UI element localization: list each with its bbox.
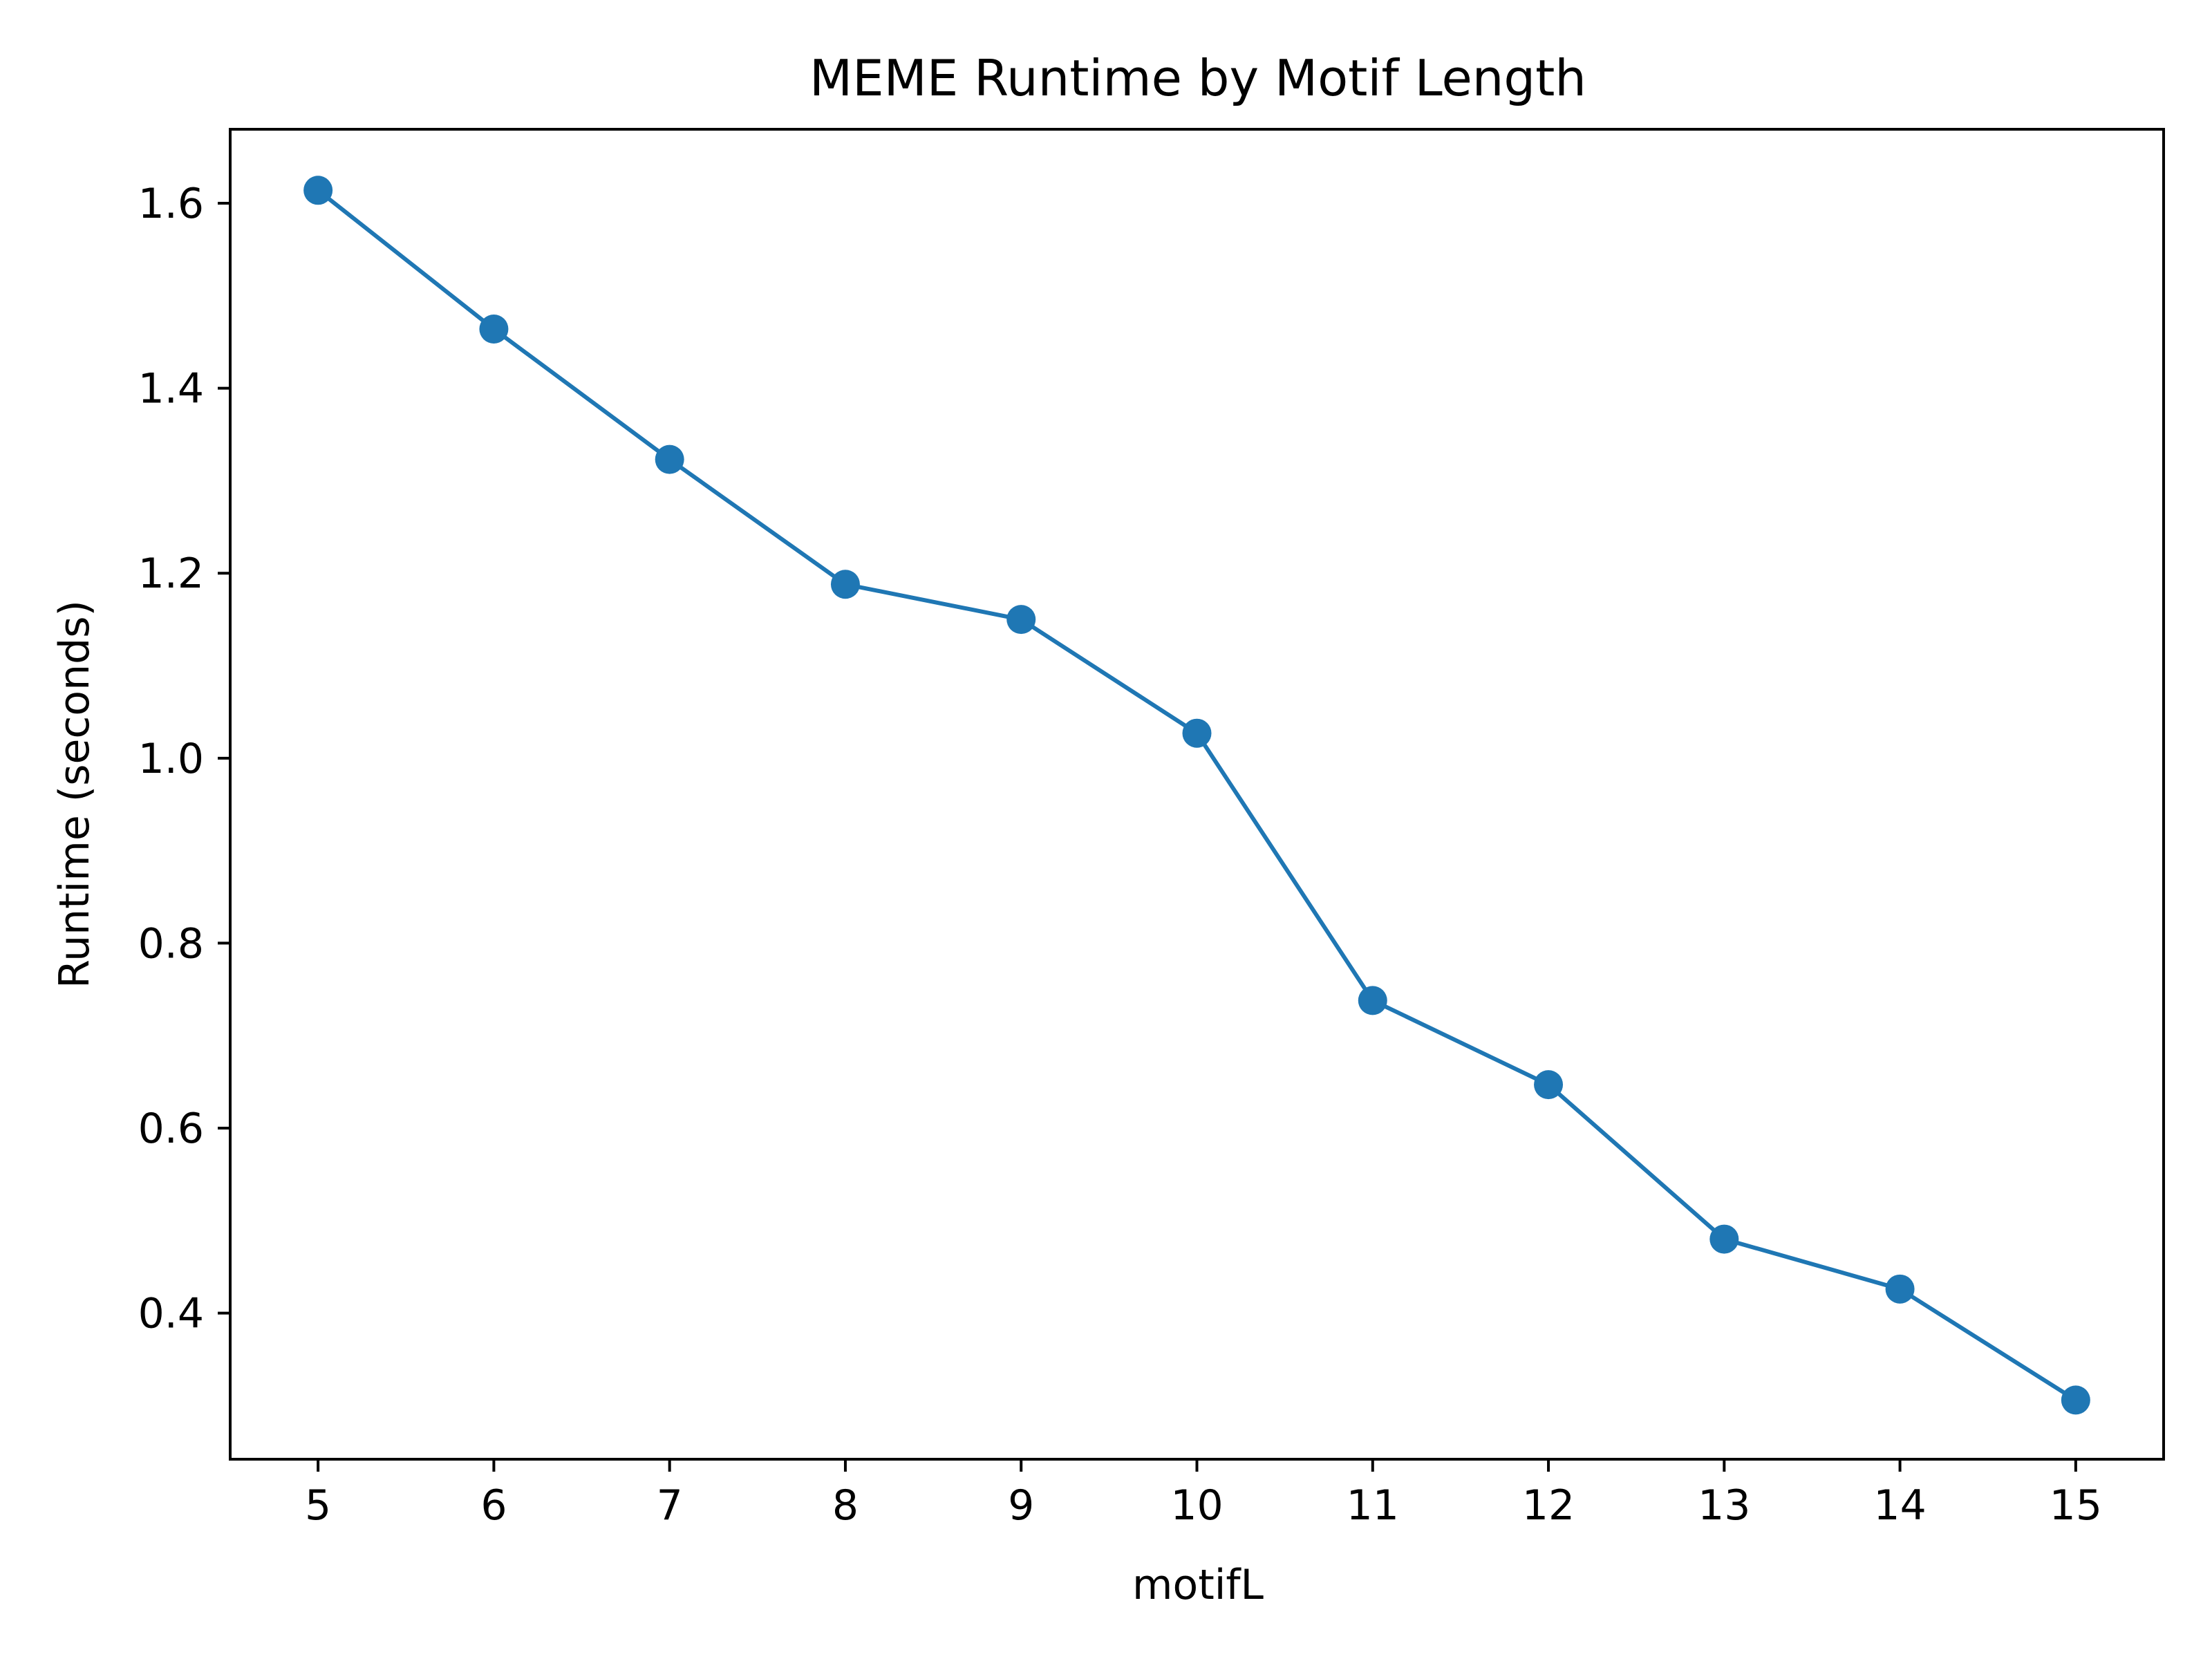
y-tick-label: 1.4	[138, 365, 204, 413]
x-tick-label: 11	[1347, 1481, 1399, 1530]
data-point	[1182, 718, 1212, 748]
x-tick-label: 6	[480, 1481, 507, 1530]
data-point	[830, 570, 860, 599]
y-tick-label: 1.2	[138, 550, 204, 598]
chart-title: MEME Runtime by Motif Length	[809, 49, 1586, 107]
y-tick-label: 0.6	[138, 1105, 204, 1153]
x-tick-label: 8	[832, 1481, 859, 1530]
y-tick-label: 1.0	[138, 735, 204, 783]
x-tick-label: 5	[305, 1481, 331, 1530]
plot-area	[303, 176, 2090, 1415]
y-tick-label: 1.6	[138, 180, 204, 228]
y-axis: 0.4 0.6 0.8 1.0 1.2 1.4 1.6	[138, 180, 230, 1338]
y-tick-label: 0.4	[138, 1290, 204, 1338]
y-tick-label: 0.8	[138, 919, 204, 968]
data-point	[1006, 605, 1036, 635]
data-point	[1709, 1224, 1739, 1254]
data-point	[1885, 1274, 1915, 1304]
data-point	[479, 315, 509, 344]
x-axis: 5 6 7 8 9 10 11 12 13 14 15	[305, 1459, 2102, 1530]
data-point	[2061, 1385, 2090, 1415]
y-axis-label: Runtime (seconds)	[50, 600, 99, 988]
x-tick-label: 10	[1170, 1481, 1223, 1530]
data-point	[1534, 1070, 1564, 1100]
data-point	[1358, 986, 1387, 1015]
x-axis-label: motifL	[1132, 1561, 1264, 1609]
data-point	[303, 176, 333, 205]
x-tick-label: 7	[657, 1481, 683, 1530]
x-tick-label: 14	[1873, 1481, 1926, 1530]
x-tick-label: 9	[1008, 1481, 1034, 1530]
x-tick-label: 15	[2050, 1481, 2102, 1530]
x-tick-label: 12	[1522, 1481, 1575, 1530]
x-tick-label: 13	[1698, 1481, 1750, 1530]
data-point	[655, 444, 684, 474]
